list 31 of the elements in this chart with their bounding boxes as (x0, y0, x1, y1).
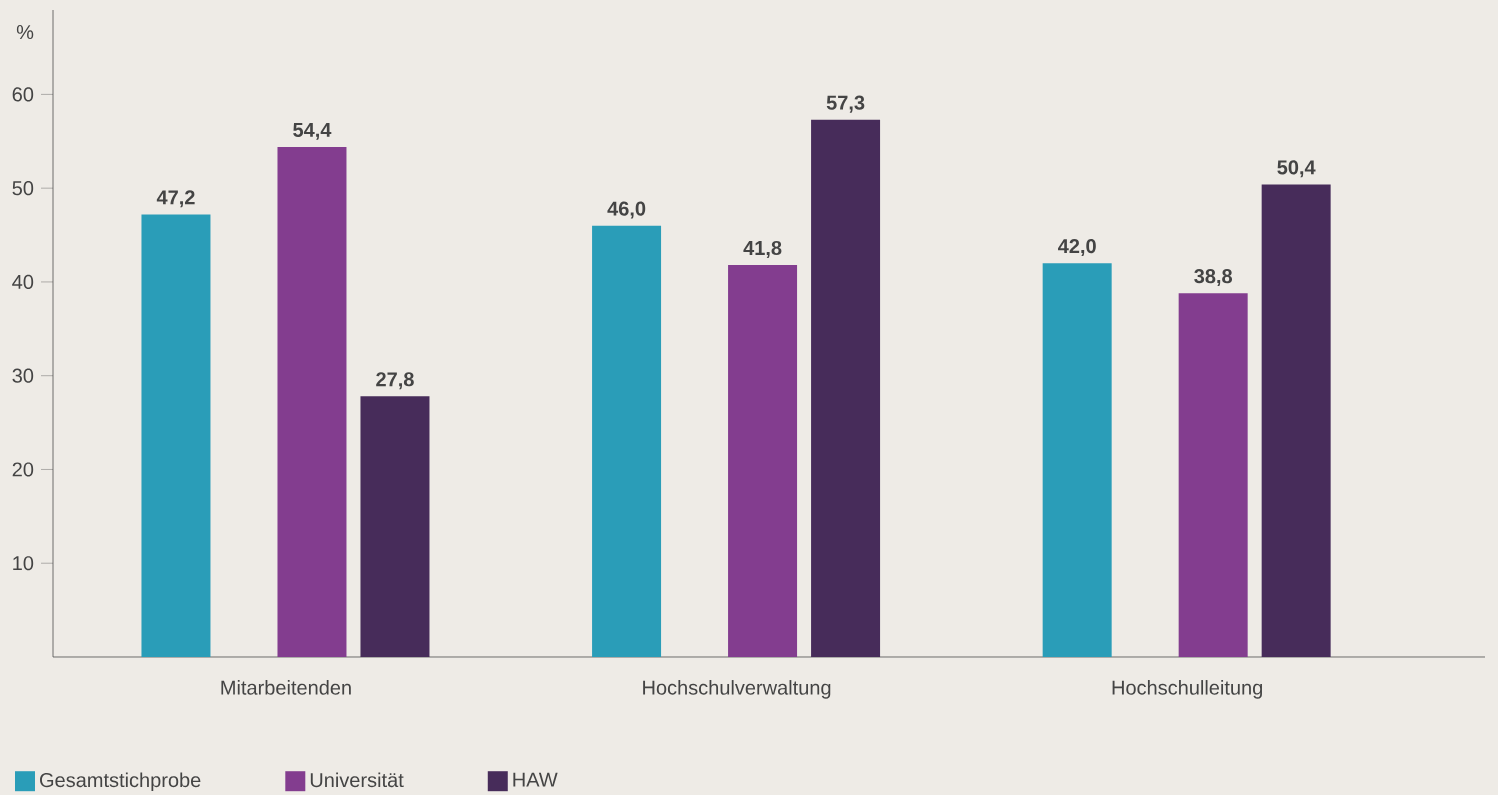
x-tick-label: Mitarbeitenden (221, 680, 351, 695)
legend-label: Universität (310, 772, 404, 788)
x-tick-label: Hochschulverwaltung (643, 680, 831, 699)
y-tick-label: 60 (12, 87, 34, 102)
legend-label: HAW (513, 772, 558, 787)
data-label: 46,0 (607, 201, 646, 219)
x-tick-label: Hochschulleitung (1112, 680, 1263, 699)
y-tick-label: 50 (12, 181, 34, 196)
bar (277, 146, 347, 657)
data-label: 47,2 (156, 190, 195, 208)
bar (1178, 293, 1248, 657)
data-label: 50,4 (1277, 160, 1316, 178)
data-label: 41,8 (743, 240, 782, 259)
bar (1261, 184, 1331, 657)
data-label: 57,3 (826, 95, 865, 113)
bar (811, 119, 881, 657)
data-label: 42,0 (1058, 239, 1096, 257)
data-label: 38,8 (1194, 269, 1233, 287)
legend-label: Gesamtstichprobe (40, 772, 201, 792)
y-axis-title: % (16, 25, 34, 40)
bar (1042, 263, 1112, 657)
y-tick-label: 10 (13, 556, 34, 571)
bar (728, 265, 798, 657)
y-tick-label: 30 (12, 368, 34, 383)
data-label: 27,8 (376, 372, 414, 390)
bar (360, 396, 430, 657)
y-tick-label: 40 (12, 274, 34, 290)
bar (592, 225, 662, 657)
y-tick-label: 20 (12, 462, 34, 477)
data-label: 54,4 (293, 122, 332, 140)
bar (141, 214, 211, 657)
